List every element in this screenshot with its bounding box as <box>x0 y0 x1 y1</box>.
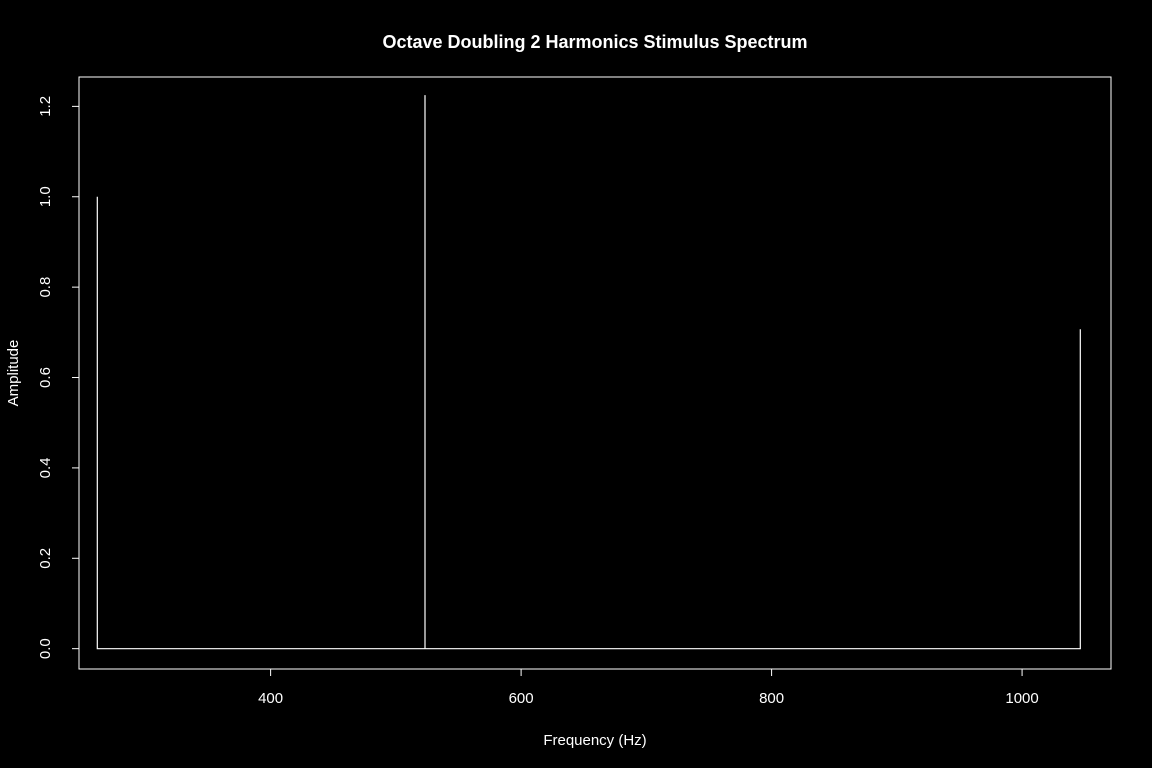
y-axis-label: Amplitude <box>5 340 22 407</box>
y-tick-label: 0.2 <box>37 548 54 569</box>
y-tick-label: 0.0 <box>37 638 54 659</box>
x-tick-label: 600 <box>509 690 534 707</box>
y-tick-label: 0.6 <box>37 367 54 388</box>
series-layer <box>96 95 1081 650</box>
x-tick-label: 1000 <box>1005 690 1038 707</box>
y-axis: 0.0 0.2 0.4 0.6 0.8 1.0 1.2 <box>37 96 80 659</box>
chart-title: Octave Doubling 2 Harmonics Stimulus Spe… <box>382 32 807 52</box>
x-axis: 400 600 800 1000 <box>258 668 1039 707</box>
y-tick-label: 1.2 <box>37 96 54 117</box>
x-tick-label: 800 <box>759 690 784 707</box>
y-tick-label: 0.8 <box>37 277 54 298</box>
x-tick-label: 400 <box>258 690 283 707</box>
spectrum-series-line <box>96 95 1081 650</box>
x-axis-label: Frequency (Hz) <box>543 732 646 749</box>
y-tick-label: 0.4 <box>37 457 54 478</box>
y-tick-label: 1.0 <box>37 186 54 207</box>
